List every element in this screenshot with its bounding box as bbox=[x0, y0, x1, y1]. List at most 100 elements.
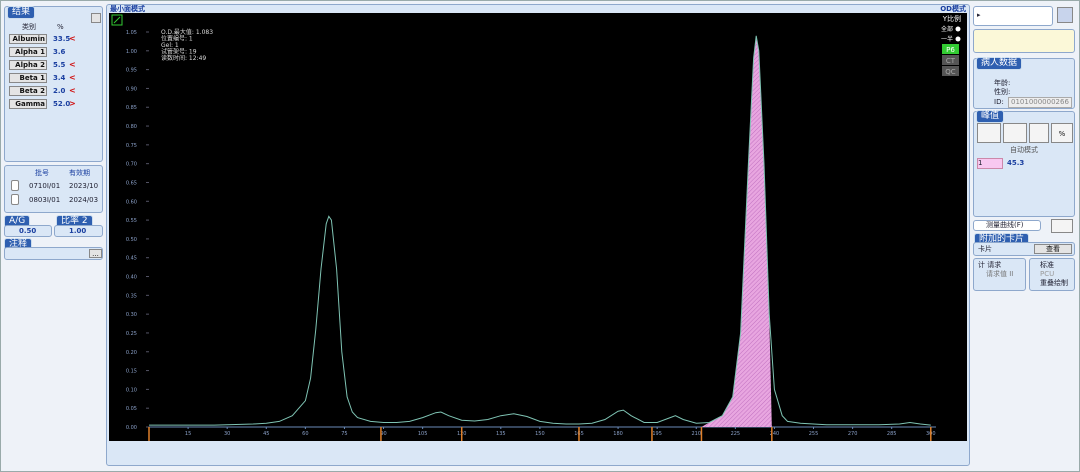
chart-title: 最小面模式 bbox=[110, 5, 145, 13]
chart-mode: OD模式 bbox=[940, 5, 966, 13]
tag-box bbox=[942, 44, 959, 54]
fraction-value: 3.6 bbox=[53, 48, 66, 56]
tag-box bbox=[942, 55, 959, 65]
fraction-value: 2.0 bbox=[53, 87, 66, 95]
tag-label: P6 bbox=[946, 46, 955, 54]
info-line: 试管架号: 19 bbox=[161, 48, 197, 56]
comment-button[interactable]: ... bbox=[89, 249, 102, 258]
x-tick-label: 150 bbox=[535, 431, 545, 437]
x-tick-label: 240 bbox=[770, 431, 780, 437]
fraction-button[interactable]: Gamma bbox=[9, 99, 47, 109]
fraction-button[interactable]: Beta 2 bbox=[9, 86, 47, 96]
pcu-option[interactable]: PCU bbox=[1040, 270, 1055, 278]
lots-panel: 批号 有效期 0710I/01 2023/10 0803I/01 2024/03 bbox=[4, 165, 103, 213]
fraction-flag: < bbox=[69, 34, 76, 43]
measure-curve-check[interactable]: 测量曲线(F) bbox=[973, 220, 1041, 231]
cards-panel: 卡片 查看 bbox=[973, 242, 1075, 256]
fraction-value: 33.5 bbox=[53, 35, 71, 43]
card-label[interactable]: 卡片 bbox=[978, 245, 992, 253]
y-tick-label: 0.75 bbox=[126, 143, 137, 149]
y-tick-label: 0.80 bbox=[126, 124, 137, 130]
y-tick-label: 1.00 bbox=[126, 49, 137, 55]
x-tick-label: 210 bbox=[691, 431, 701, 437]
scale-half: 一半 bbox=[941, 35, 953, 43]
standard-option[interactable]: 标准 bbox=[1040, 261, 1054, 269]
request-value: 请求值 II bbox=[986, 270, 1014, 278]
delete-tool[interactable] bbox=[1003, 123, 1027, 143]
fraction-value: 5.5 bbox=[53, 61, 66, 69]
ratio-value: 1.00 bbox=[69, 227, 87, 235]
x-tick-label: 45 bbox=[263, 431, 269, 437]
tag-box bbox=[942, 66, 959, 76]
patient-panel: 病人数据 年龄: 性别: ID: 0101000000266 bbox=[973, 57, 1075, 109]
export-icon[interactable] bbox=[91, 13, 101, 23]
results-title: 结果 bbox=[7, 6, 36, 19]
y-tick-label: 0.55 bbox=[126, 218, 137, 224]
view-button[interactable]: 查看 bbox=[1034, 244, 1072, 254]
results-panel: 结果 类别 % Albumin 33.5 < Alpha 1 3.6 Alpha 2 5.5… bbox=[4, 6, 103, 162]
peak-title: 峰值 bbox=[976, 110, 1005, 123]
fraction-button[interactable]: Beta 1 bbox=[9, 73, 47, 83]
id-label: ID: bbox=[994, 98, 1004, 106]
reagent-icon bbox=[11, 194, 19, 205]
fraction-button[interactable]: Alpha 1 bbox=[9, 47, 47, 57]
expiry-header: 有效期 bbox=[69, 169, 90, 177]
info-line: 读数时间: 12:49 bbox=[161, 54, 206, 62]
selected-fraction-area bbox=[701, 35, 772, 428]
fraction-flag: < bbox=[69, 86, 76, 95]
x-tick-label: 30 bbox=[224, 431, 230, 437]
plot-background bbox=[109, 13, 967, 441]
scale-all-radio bbox=[955, 26, 961, 32]
y-tick-label: 0.00 bbox=[126, 425, 137, 431]
percent-button[interactable]: % bbox=[1051, 123, 1073, 143]
lot-number: 0710I/01 bbox=[29, 182, 61, 190]
peak-index[interactable]: 1 bbox=[977, 158, 1003, 169]
peak-tool[interactable] bbox=[977, 123, 1001, 143]
fraction-button[interactable]: Albumin bbox=[9, 34, 47, 44]
y-tick-label: 0.45 bbox=[126, 256, 137, 262]
y-tick-label: 0.15 bbox=[126, 369, 137, 375]
zoom-icon[interactable] bbox=[111, 14, 123, 26]
id-value[interactable]: 0101000000266 bbox=[1008, 97, 1072, 108]
y-tick-label: 0.90 bbox=[126, 86, 137, 92]
x-tick-label: 180 bbox=[613, 431, 623, 437]
fraction-flag: > bbox=[69, 99, 76, 108]
display-panel: 标准 PCU 重叠绘制 bbox=[1029, 258, 1075, 291]
x-tick-label: 15 bbox=[185, 431, 191, 437]
request-panel: 计 请求 请求值 II bbox=[973, 258, 1026, 291]
lot-number: 0803I/01 bbox=[29, 196, 61, 204]
scale-title: Y比例 bbox=[942, 14, 961, 23]
y-tick-label: 0.05 bbox=[126, 406, 137, 412]
measure-curve-label: 测量曲线(F) bbox=[986, 221, 1024, 229]
area-tool[interactable] bbox=[1029, 123, 1049, 143]
densitogram: 0.00 0.05 0.10 0.15 0.20 0.25 0.30 0.35 0.40 0.45… bbox=[109, 13, 967, 441]
settings-icon[interactable] bbox=[1057, 7, 1073, 23]
info-line: O.D.最大值: 1.083 bbox=[161, 28, 213, 36]
y-tick-label: 0.25 bbox=[126, 331, 137, 337]
clock-icon[interactable] bbox=[1051, 219, 1073, 233]
chart-footer bbox=[109, 441, 967, 463]
sex-label: 性别: bbox=[994, 88, 1011, 96]
lot-expiry: 2023/10 bbox=[69, 182, 99, 190]
pct-header: % bbox=[57, 23, 64, 31]
y-tick-label: 0.30 bbox=[126, 312, 137, 318]
x-tick-label: 135 bbox=[496, 431, 506, 437]
x-tick-label: 255 bbox=[809, 431, 819, 437]
y-tick-label: 0.65 bbox=[126, 180, 137, 186]
y-tick-label: 0.50 bbox=[126, 237, 137, 243]
x-tick-label: 225 bbox=[731, 431, 741, 437]
peak-panel: 峰值 % 自动模式 1 45.3 bbox=[973, 110, 1075, 217]
overlay-option[interactable]: 重叠绘制 bbox=[1040, 279, 1068, 287]
x-tick-label: 60 bbox=[302, 431, 308, 437]
nav-box[interactable]: ▸ bbox=[973, 6, 1053, 26]
scale-half-radio bbox=[955, 36, 961, 42]
request-label[interactable]: 计 请求 bbox=[978, 261, 1002, 269]
x-tick-label: 90 bbox=[380, 431, 386, 437]
patient-title: 病人数据 bbox=[976, 57, 1023, 70]
x-tick-label: 195 bbox=[652, 431, 662, 437]
scale-all: 全部 bbox=[941, 25, 953, 33]
fraction-button[interactable]: Alpha 2 bbox=[9, 60, 47, 70]
age-label: 年龄: bbox=[994, 79, 1011, 87]
tag-label: CT bbox=[946, 57, 956, 65]
message-box bbox=[973, 29, 1075, 53]
